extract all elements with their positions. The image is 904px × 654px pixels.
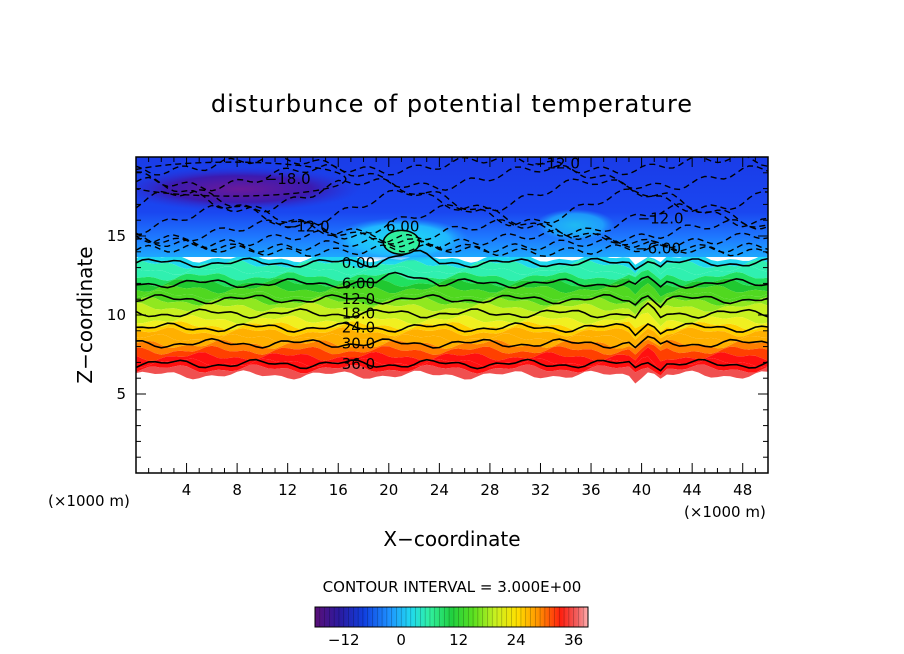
x-axis-title: X−coordinate	[383, 527, 520, 551]
contour-line-negative	[136, 203, 768, 237]
fill-band	[136, 347, 768, 372]
contour-label: 6.00	[342, 274, 375, 292]
contour-line	[136, 302, 768, 319]
x-tick-label: 48	[733, 481, 752, 499]
x-tick-label: 28	[480, 481, 499, 499]
x-unit-label-right: (×1000 m)	[684, 503, 766, 521]
x-tick-label: 4	[182, 481, 192, 499]
colorbar-tick-label: 24	[507, 631, 526, 649]
x-tick-label: 36	[581, 481, 600, 499]
contour-line-negative	[136, 188, 768, 228]
contour-line	[136, 335, 768, 349]
fill-band	[136, 356, 768, 376]
colorbar-tick-label: 0	[396, 631, 406, 649]
contour-label: 30.0	[342, 334, 375, 352]
contour-line-negative	[136, 157, 768, 176]
fill-band	[136, 327, 768, 346]
y-tick-label: 10	[107, 306, 126, 324]
x-tick-label: 8	[232, 481, 242, 499]
contour-label: 18.0	[342, 304, 375, 322]
contour-line	[136, 358, 768, 372]
contour-label-negative: −6.00	[635, 240, 681, 258]
y-tick-label: 5	[116, 385, 126, 403]
fill-band	[136, 333, 768, 349]
contour-line	[136, 271, 768, 289]
contour-line-negative	[136, 218, 768, 244]
fill-band	[136, 261, 768, 282]
fill-band	[136, 339, 768, 356]
contour-line-negative	[136, 237, 768, 254]
x-tick-label: 32	[531, 481, 550, 499]
contour-label-negative: 6.00	[386, 218, 419, 236]
chart-title: disturbunce of potential temperature	[211, 90, 693, 118]
x-unit-label-left: (×1000 m)	[48, 492, 130, 510]
x-tick-label: 24	[430, 481, 449, 499]
cold-core-contour	[136, 161, 347, 197]
fill-band	[136, 296, 768, 315]
x-tick-label: 12	[278, 481, 297, 499]
colorbar-tick-label: 36	[564, 631, 583, 649]
fill-band	[136, 277, 768, 297]
colorbar-tick-label: 12	[449, 631, 468, 649]
contour-label-negative: −18.0	[265, 170, 311, 188]
x-tick-label: 20	[379, 481, 398, 499]
contour-line-negative	[136, 229, 768, 249]
x-tick-label: 44	[683, 481, 702, 499]
fill-band	[136, 258, 768, 276]
contour-line-negative	[136, 164, 768, 192]
colorbar-tick-label: −12	[328, 631, 360, 649]
contour-label-negative: −12.0	[534, 154, 580, 172]
contour-interval-label: CONTOUR INTERVAL = 3.000E+00	[323, 578, 582, 596]
cold-core	[136, 167, 360, 211]
x-tick-label: 16	[329, 481, 348, 499]
y-axis-title: Z−coordinate	[73, 246, 97, 383]
contour-label-negative: −12.0	[284, 218, 330, 236]
contour-label: 0.00	[342, 254, 375, 272]
contour-line	[136, 322, 768, 337]
fill-band	[136, 283, 768, 304]
colorbar: −12 0 12 24 36	[314, 606, 589, 649]
fill-band	[136, 343, 768, 362]
contour-label: 24.0	[342, 319, 375, 337]
contour-line	[136, 293, 768, 309]
y-tick-label: 15	[107, 227, 126, 245]
fill-band	[136, 269, 768, 288]
contour-line-negative	[136, 176, 768, 213]
contour-line	[136, 249, 768, 271]
contour-label: 36.0	[342, 355, 375, 373]
fill-band	[136, 312, 768, 332]
fill-band	[136, 364, 768, 384]
contour-label-negative: −12.0	[638, 210, 684, 228]
x-tick-label: 40	[632, 481, 651, 499]
contour-label: 12.0	[342, 290, 375, 308]
